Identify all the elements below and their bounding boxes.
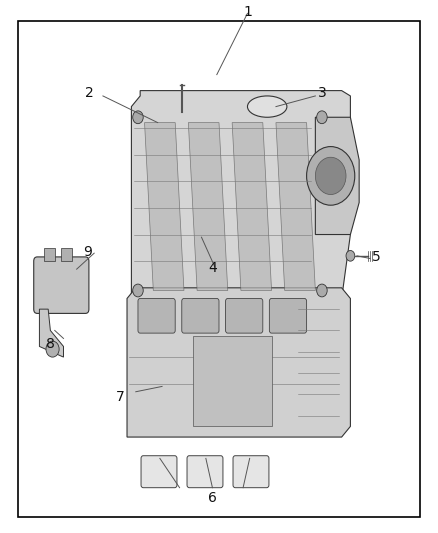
FancyBboxPatch shape (233, 456, 269, 488)
FancyBboxPatch shape (138, 298, 175, 333)
Polygon shape (315, 117, 359, 235)
Circle shape (315, 157, 346, 195)
Text: 9: 9 (83, 245, 92, 259)
Text: 4: 4 (208, 261, 217, 275)
Polygon shape (232, 123, 272, 290)
Circle shape (46, 341, 59, 357)
Circle shape (133, 284, 143, 297)
Circle shape (307, 147, 355, 205)
Polygon shape (131, 91, 350, 298)
Bar (44, 248, 55, 261)
FancyBboxPatch shape (34, 257, 89, 313)
FancyBboxPatch shape (187, 456, 223, 488)
Text: 5: 5 (372, 251, 381, 264)
Text: 2: 2 (85, 86, 94, 100)
Text: 7: 7 (116, 390, 125, 404)
FancyBboxPatch shape (226, 298, 263, 333)
Text: 6: 6 (208, 491, 217, 505)
Polygon shape (193, 336, 272, 426)
Polygon shape (127, 288, 350, 437)
Circle shape (317, 284, 327, 297)
Text: 1: 1 (243, 5, 252, 19)
Polygon shape (276, 123, 315, 290)
Text: 3: 3 (318, 86, 326, 100)
Bar (61, 248, 72, 261)
Polygon shape (39, 309, 64, 357)
Polygon shape (145, 123, 184, 290)
Circle shape (317, 111, 327, 124)
Polygon shape (188, 123, 228, 290)
FancyBboxPatch shape (182, 298, 219, 333)
Circle shape (346, 251, 355, 261)
Ellipse shape (247, 96, 287, 117)
Text: 8: 8 (46, 337, 55, 351)
FancyBboxPatch shape (269, 298, 307, 333)
FancyBboxPatch shape (141, 456, 177, 488)
Circle shape (133, 111, 143, 124)
